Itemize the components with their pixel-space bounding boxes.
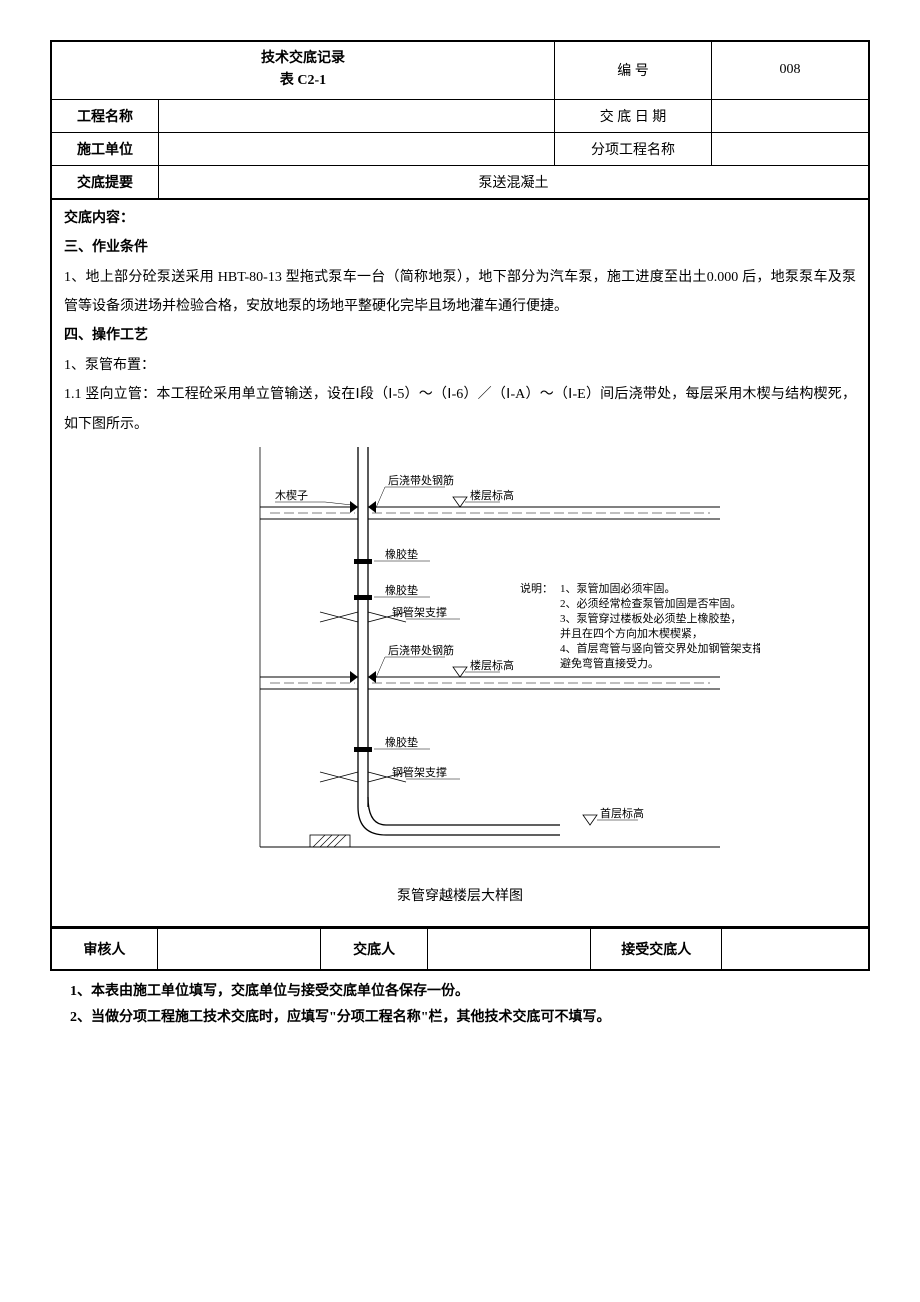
label-rubber-3: 橡胶垫 (385, 735, 418, 749)
section4-p1: 1、泵管布置： (64, 351, 856, 380)
section4-title: 四、操作工艺 (64, 321, 856, 350)
section4-p2: 1.1 竖向立管：本工程砼采用单立管输送，设在Ⅰ段（Ⅰ-5）～（Ⅰ-6）／（Ⅰ-… (64, 380, 856, 439)
unit-label: 施工单位 (51, 132, 159, 165)
code-label: 编 号 (555, 41, 712, 99)
content-box: 交底内容： 三、作业条件 1、地上部分砼泵送采用 HBT-80-13 型拖式泵车… (50, 200, 870, 928)
footer-col1-value (157, 928, 321, 970)
label-floor-level-2: 楼层标高 (470, 658, 514, 672)
note3b: 并且在四个方向加木楔楔紧， (560, 626, 703, 640)
diagram-svg: 木楔子 后浇带处钢筋 楼层标高 橡胶垫 橡胶垫 橡胶垫 钢管架支撑 (160, 447, 760, 867)
footer-col3-value (722, 928, 869, 970)
label-wedge: 木楔子 (275, 489, 308, 502)
header-table: 技术交底记录 表 C2-1 编 号 008 工程名称 交 底 日 期 施工单位 … (50, 40, 870, 200)
footer-col1-label: 审核人 (51, 928, 157, 970)
section3-title: 三、作业条件 (64, 233, 856, 262)
project-value (159, 99, 555, 132)
label-steel-2: 钢管架支撑 (392, 765, 447, 779)
content-label: 交底内容： (64, 204, 856, 233)
label-first-floor: 首层标高 (600, 806, 644, 820)
footer-col3-label: 接受交底人 (591, 928, 722, 970)
summary-value: 泵送混凝土 (159, 165, 870, 199)
note4a: 4、首层弯管与竖向管交界处加钢管架支撑， (560, 641, 760, 655)
unit-value (159, 132, 555, 165)
label-rubber-2: 橡胶垫 (385, 583, 418, 597)
page-root: 技术交底记录 表 C2-1 编 号 008 工程名称 交 底 日 期 施工单位 … (50, 40, 870, 1032)
title-line1: 技术交底记录 (261, 51, 345, 66)
note2: 2、必须经常检查泵管加固是否牢固。 (560, 596, 742, 610)
label-floor-level-1: 楼层标高 (470, 488, 514, 502)
project-label: 工程名称 (51, 99, 159, 132)
section3-p1: 1、地上部分砼泵送采用 HBT-80-13 型拖式泵车一台（简称地泵），地下部分… (64, 263, 856, 322)
date-value (712, 99, 870, 132)
diagram: 木楔子 后浇带处钢筋 楼层标高 橡胶垫 橡胶垫 橡胶垫 钢管架支撑 (64, 447, 856, 912)
note-1: 1、本表由施工单位填写，交底单位与接受交底单位各保存一份。 (70, 979, 870, 1006)
note4b: 避免弯管直接受力。 (560, 656, 659, 670)
code-value: 008 (712, 41, 870, 99)
diagram-caption: 泵管穿越楼层大样图 (64, 882, 856, 911)
note-title: 说明： (520, 581, 553, 595)
note1: 1、泵管加固必须牢固。 (560, 581, 676, 595)
label-rebar-mid: 后浇带处钢筋 (388, 643, 454, 657)
date-label: 交 底 日 期 (555, 99, 712, 132)
label-rubber-1: 橡胶垫 (385, 547, 418, 561)
subitem-label: 分项工程名称 (555, 132, 712, 165)
footer-col2-value (427, 928, 591, 970)
summary-label: 交底提要 (51, 165, 159, 199)
footer-table: 审核人 交底人 接受交底人 (50, 928, 870, 971)
note-2: 2、当做分项工程施工技术交底时，应填写"分项工程名称"栏，其他技术交底可不填写。 (70, 1005, 870, 1032)
footer-col2-label: 交底人 (321, 928, 427, 970)
subitem-value (712, 132, 870, 165)
page-notes: 1、本表由施工单位填写，交底单位与接受交底单位各保存一份。 2、当做分项工程施工… (50, 979, 870, 1032)
label-steel-1: 钢管架支撑 (392, 605, 447, 619)
note3a: 3、泵管穿过楼板处必须垫上橡胶垫， (560, 611, 742, 625)
title-line2: 表 C2-1 (280, 73, 326, 88)
label-rebar-top: 后浇带处钢筋 (388, 473, 454, 487)
